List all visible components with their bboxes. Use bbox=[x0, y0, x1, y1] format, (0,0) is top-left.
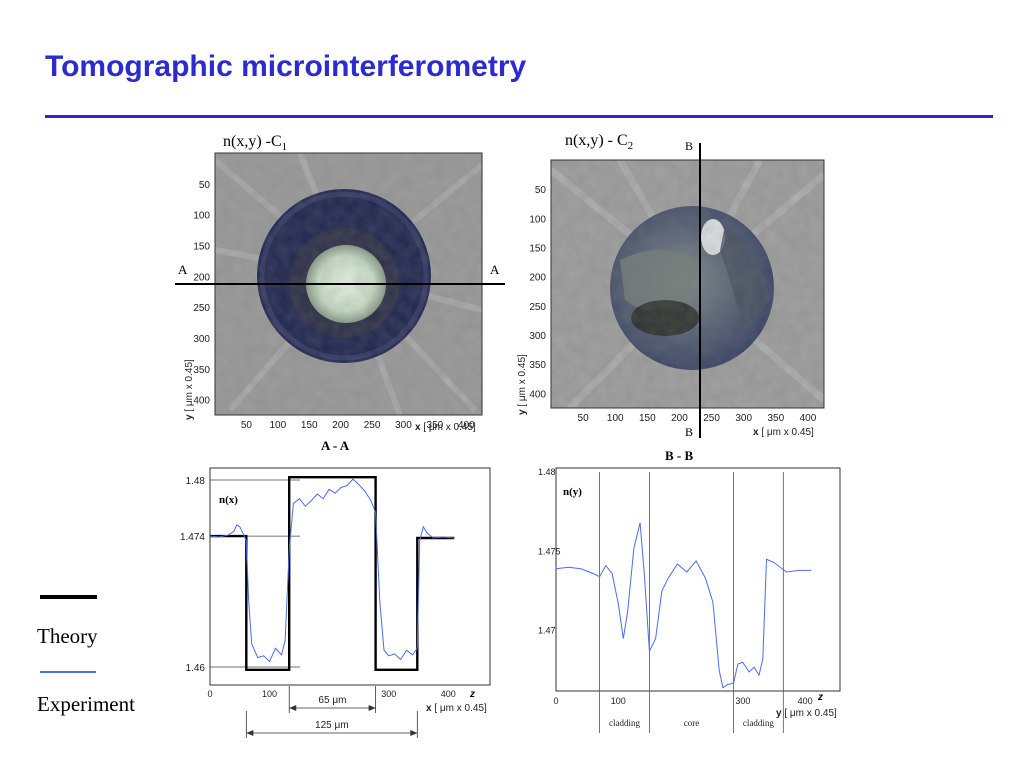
panel-c2-x-axis-label: x [ μm x 0.45] bbox=[753, 427, 814, 438]
series-experiment-line bbox=[555, 522, 812, 689]
x-tick-label: 300 bbox=[395, 420, 412, 431]
y-tick-label: 1.47 bbox=[538, 626, 556, 636]
series-experiment-line bbox=[209, 478, 455, 663]
panel-c2-y-ticks: 50 100 150 200 250 300 350 400 bbox=[529, 185, 546, 400]
panel-c2-y-axis-label: y [ μm x 0.45] bbox=[517, 354, 528, 415]
section-b-label-top: B bbox=[685, 139, 693, 153]
panel-c1-section-label: A - A bbox=[321, 438, 350, 453]
x-tick-label: 50 bbox=[578, 413, 590, 424]
profile-chart-b: n(y) 1.48 1.475 1.47 0 100 300 400 cladding co… bbox=[538, 467, 841, 733]
y-tick-label: 150 bbox=[193, 241, 210, 252]
panel-c2-caption: n(x,y) - C2 bbox=[565, 132, 633, 152]
panel-c2-x-ticks: 50 100 150 200 250 300 350 400 bbox=[578, 413, 817, 424]
x-tick-label: 100 bbox=[269, 420, 286, 431]
x-tick-label: 50 bbox=[241, 420, 253, 431]
x-tick-label: 0 bbox=[553, 696, 558, 706]
dimension-arrow bbox=[410, 730, 418, 736]
y-tick-label: 1.48 bbox=[538, 467, 556, 477]
panel-c2-image bbox=[551, 160, 824, 408]
y-tick-label: 350 bbox=[529, 360, 546, 371]
x-tick-label: 350 bbox=[427, 420, 444, 431]
title-divider bbox=[45, 115, 993, 118]
legend-experiment-label: Experiment bbox=[37, 692, 135, 716]
x-tick-label: 300 bbox=[735, 413, 752, 424]
dimension-arrow bbox=[289, 705, 297, 711]
section-b-label-bottom: B bbox=[685, 425, 693, 439]
x-tick-label: 100 bbox=[607, 413, 624, 424]
section-a-label-right: A bbox=[490, 262, 500, 277]
x-tick-label: 300 bbox=[735, 696, 750, 706]
x-tick-label: 250 bbox=[364, 420, 381, 431]
y-tick-label: 200 bbox=[529, 273, 546, 284]
y-tick-label: 100 bbox=[193, 211, 210, 222]
y-tick-label: 1.474 bbox=[180, 532, 205, 543]
x-tick-label: 400 bbox=[458, 420, 475, 431]
profile-chart-a-frame bbox=[209, 467, 491, 686]
y-tick-label: 350 bbox=[193, 365, 210, 376]
dimension-label-bg bbox=[309, 718, 354, 730]
panel-c1-caption: n(x,y) -C1 bbox=[223, 133, 287, 153]
panel-c1-y-ticks: 50 100 150 200 250 300 350 400 bbox=[193, 180, 210, 407]
y-tick-label: 1.46 bbox=[186, 663, 206, 674]
x-tick-label: 300 bbox=[381, 689, 396, 699]
y-tick-label: 100 bbox=[529, 214, 546, 225]
y-tick-label: 300 bbox=[529, 331, 546, 342]
y-tick-label: 1.48 bbox=[186, 476, 206, 487]
panel-c2: n(x,y) - C2 B B 50100150200250300350400 … bbox=[517, 132, 825, 463]
y-tick-label: 1.475 bbox=[538, 546, 561, 556]
x-tick-label: 400 bbox=[798, 696, 813, 706]
x-tick-label: 150 bbox=[639, 413, 656, 424]
x-tick-label: 150 bbox=[301, 420, 318, 431]
x-tick-label: 350 bbox=[767, 413, 784, 424]
profile-chart-a-xlabel: x [ μm x 0.45] bbox=[426, 703, 487, 714]
x-tick-label: 0 bbox=[207, 689, 212, 699]
y-tick-label: 300 bbox=[193, 334, 210, 345]
y-tick-label: 400 bbox=[529, 389, 546, 400]
legend-theory-swatch bbox=[40, 595, 97, 599]
x-tick-label: 100 bbox=[611, 696, 626, 706]
panel-c1-image bbox=[215, 153, 482, 415]
profile-chart-a: n(x) 1.48 1.474 1.46 0 100 300 400 65 μm 125 μ… bbox=[180, 467, 491, 738]
x-tick-label: 400 bbox=[800, 413, 817, 424]
profile-chart-b-ylabel: n(y) bbox=[563, 486, 582, 498]
dimension-label: 65 μm bbox=[318, 695, 346, 706]
panel-c1: n(x,y) -C1 A A 50 100 150 200 250 300 350 400 5… bbox=[175, 133, 505, 453]
profile-chart-a-ylabel: n(x) bbox=[219, 494, 238, 506]
y-tick-label: 250 bbox=[193, 303, 210, 314]
y-tick-label: 400 bbox=[193, 396, 210, 407]
y-tick-label: 250 bbox=[529, 302, 546, 313]
region-label: cladding bbox=[743, 718, 774, 728]
y-tick-label: 150 bbox=[529, 244, 546, 255]
dimension-arrow bbox=[368, 705, 376, 711]
profile-chart-b-xlabel: y [ μm x 0.45] bbox=[776, 708, 837, 719]
x-tick-label: 400 bbox=[441, 689, 456, 699]
profile-chart-b-x-end-label: z bbox=[817, 692, 823, 703]
slide-title: Tomographic microinterferometry bbox=[45, 50, 527, 83]
panel-c2-section-label: B - B bbox=[665, 448, 694, 463]
legend-theory-label: Theory bbox=[37, 624, 98, 648]
region-label: core bbox=[684, 718, 700, 728]
profile-chart-b-frame bbox=[555, 467, 841, 692]
series-theory-line bbox=[210, 476, 455, 671]
x-tick-label: 200 bbox=[332, 420, 349, 431]
legend-experiment-swatch bbox=[40, 671, 96, 673]
y-tick-label: 50 bbox=[199, 180, 211, 191]
dimension-label-bg bbox=[310, 693, 355, 705]
panel-c1-x-axis-label: x [ μm x 0.45] bbox=[415, 422, 476, 433]
dimension-arrow bbox=[246, 730, 254, 736]
x-tick-label: 200 bbox=[671, 413, 688, 424]
section-a-label-left: A bbox=[178, 262, 188, 277]
panel-c1-y-axis-label: y [ μm x 0.45] bbox=[184, 359, 195, 420]
x-tick-label: 100 bbox=[262, 689, 277, 699]
dimension-label: 125 μm bbox=[315, 720, 349, 731]
region-label: cladding bbox=[609, 718, 640, 728]
panel-c1-x-ticks: 50 100 150 200 250 300 350 400 bbox=[241, 420, 475, 431]
y-tick-label: 200 bbox=[193, 272, 210, 283]
x-tick-label: 250 bbox=[703, 413, 720, 424]
profile-chart-a-x-end-label: z bbox=[469, 689, 475, 700]
y-tick-label: 50 bbox=[535, 185, 547, 196]
